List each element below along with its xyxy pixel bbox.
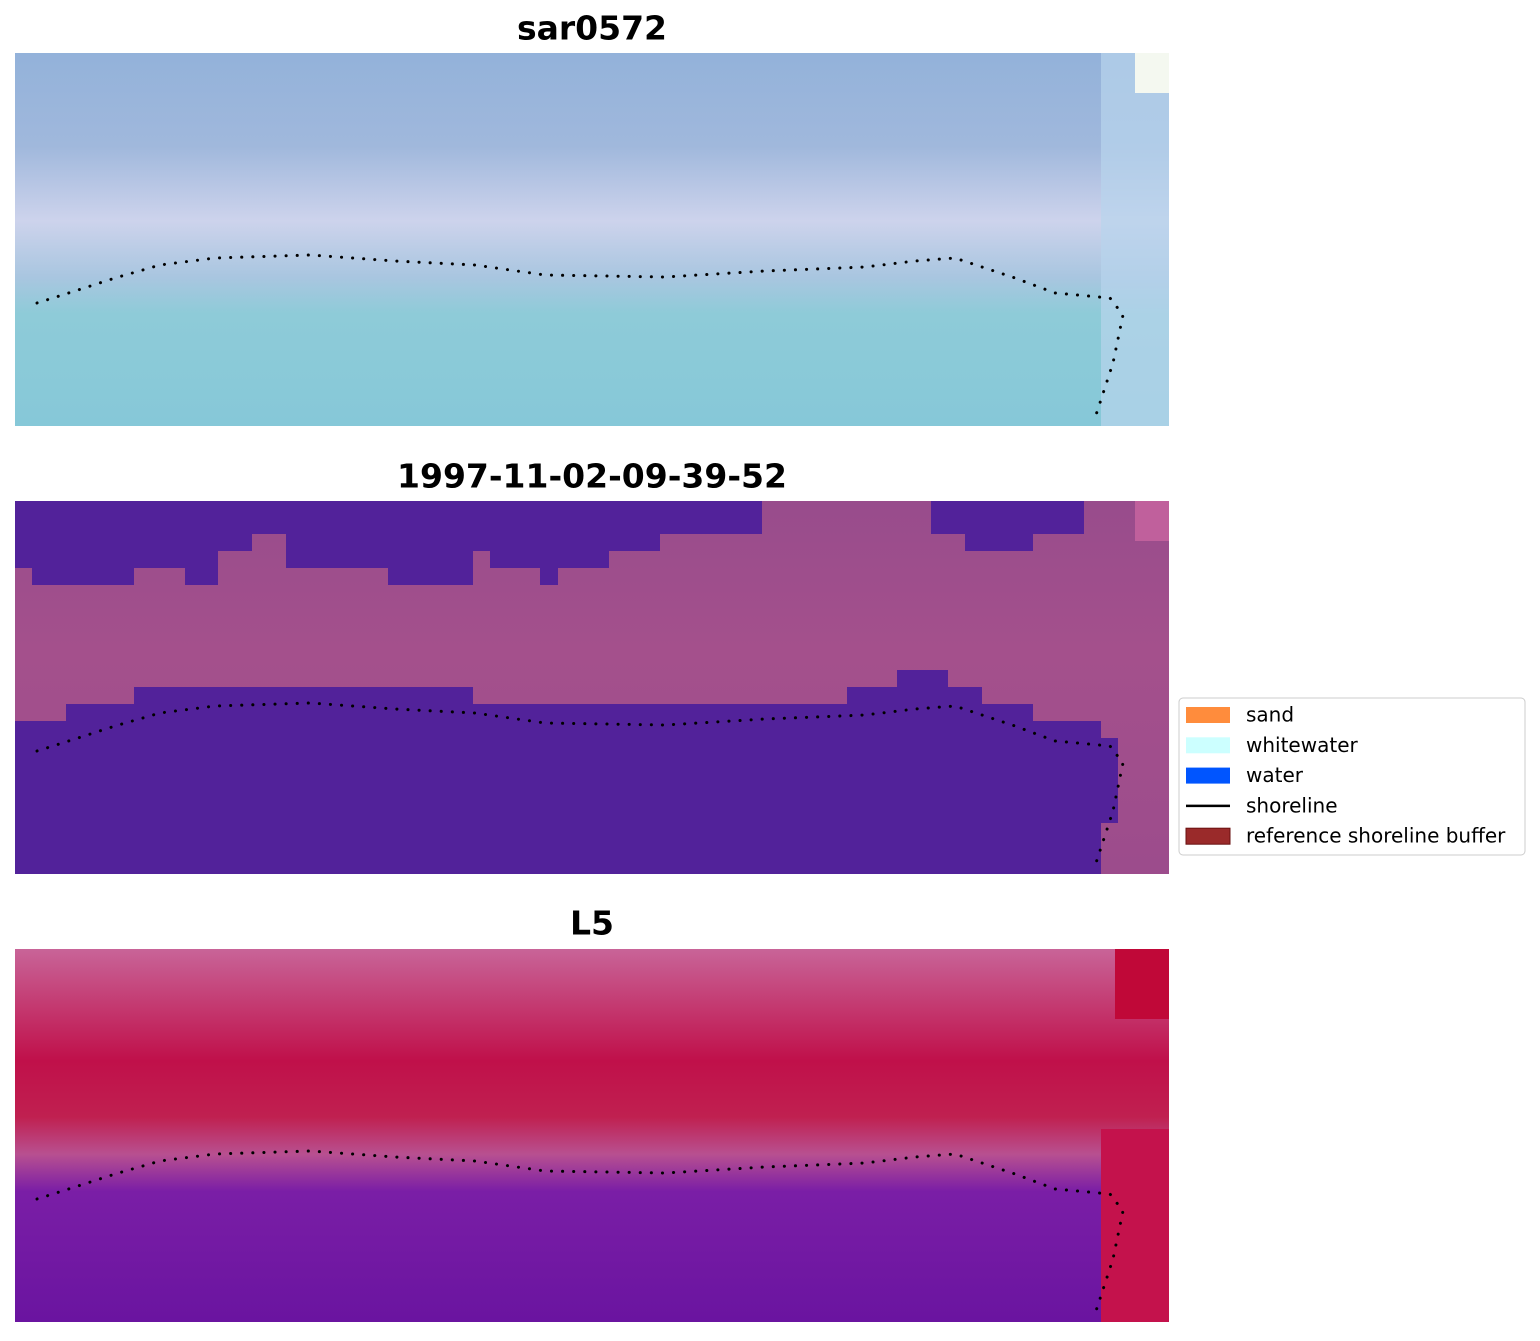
legend-label: reference shoreline buffer xyxy=(1246,824,1506,848)
legend-label: shoreline xyxy=(1246,793,1338,817)
panel-title: L5 xyxy=(570,904,614,943)
legend-swatch xyxy=(1186,767,1230,784)
panel-title: 1997-11-02-09-39-52 xyxy=(397,457,787,496)
legend-label: water xyxy=(1246,763,1304,787)
legend-swatch xyxy=(1186,707,1230,723)
legend xyxy=(1178,697,1526,856)
panel-image xyxy=(15,501,1169,874)
legend-swatch xyxy=(1186,737,1230,754)
legend-swatch xyxy=(1185,827,1231,845)
panel-title: sar0572 xyxy=(517,9,667,48)
panel-image xyxy=(15,949,1169,1322)
legend-items: sand whitewater water shoreline reference sh… xyxy=(1185,703,1506,848)
panel-image xyxy=(15,53,1169,426)
legend-label: whitewater xyxy=(1246,733,1358,757)
legend-label: sand xyxy=(1246,703,1294,727)
